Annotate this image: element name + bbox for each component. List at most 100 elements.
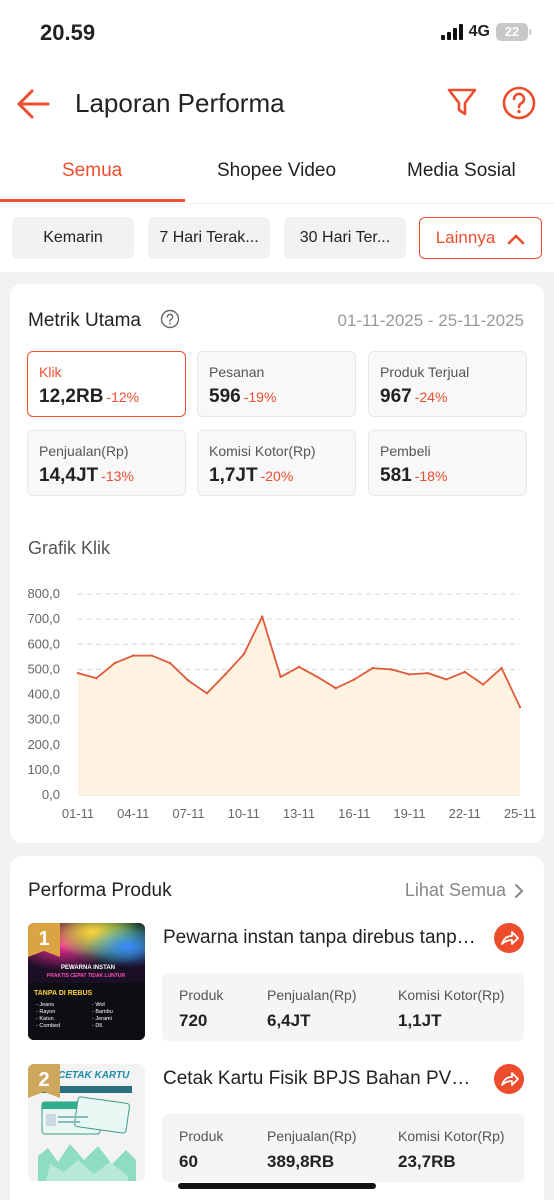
- filter-lainnya-label: Lainnya: [435, 228, 496, 247]
- y-tick-label: 700,0: [27, 611, 60, 626]
- home-indicator: [178, 1183, 376, 1189]
- metric-label: Klik: [39, 364, 62, 380]
- share-button[interactable]: [494, 1064, 524, 1094]
- thumb-col1: - Jeans - Rayon - Katun - Combed: [36, 1002, 60, 1029]
- chart-title: Grafik Klik: [28, 538, 111, 558]
- thumb-line3: TANPA DI REBUS: [34, 990, 93, 997]
- metric-komisi-kotor[interactable]: Komisi Kotor(Rp) 1,7JT -20%: [197, 430, 356, 496]
- product-item[interactable]: PEWARNA INSTAN PRAKTIS CEPAT TIDAK LUNTU…: [28, 923, 528, 1043]
- metric-number: 581: [380, 465, 412, 486]
- chevron-up-icon: [507, 234, 525, 244]
- share-icon: [501, 1072, 519, 1086]
- app-header: Laporan Performa: [0, 66, 554, 142]
- chart-point: [76, 671, 80, 675]
- metric-value: 14,4JT -13%: [39, 465, 134, 487]
- chart-point: [408, 673, 411, 676]
- chart-point: [150, 654, 153, 657]
- chart-point: [426, 671, 430, 675]
- product-name[interactable]: Pewarna instan tanpa direbus tanpa luntu…: [163, 927, 483, 948]
- product-performance-card: Performa Produk Lihat Semua PEWARNA INST…: [10, 856, 544, 1200]
- see-all-label: Lihat Semua: [404, 880, 506, 900]
- chart-point: [445, 678, 448, 681]
- metric-penjualan[interactable]: Penjualan(Rp) 14,4JT -13%: [27, 430, 186, 496]
- chart-point: [463, 670, 466, 674]
- metric-pembeli[interactable]: Pembeli 581 -18%: [368, 430, 527, 496]
- metric-produk-terjual[interactable]: Produk Terjual 967 -24%: [368, 351, 527, 417]
- chart-point: [353, 678, 356, 681]
- stat-penjualan: Penjualan(Rp) 6,4JT: [267, 987, 357, 1031]
- x-tick-label: 16-11: [338, 806, 370, 821]
- status-bar: 20.59 4G 22: [0, 0, 554, 66]
- stat-value: 720: [179, 1011, 208, 1030]
- filter-30-hari[interactable]: 30 Hari Ter...: [284, 217, 406, 259]
- thumb-line2: PRAKTIS CEPAT TIDAK LUNTUR: [47, 973, 126, 979]
- metric-label: Pembeli: [380, 443, 431, 459]
- stat-label: Produk: [179, 1128, 224, 1144]
- x-tick-label: 13-11: [283, 806, 315, 821]
- chart-point: [481, 683, 485, 686]
- help-button[interactable]: [500, 84, 538, 122]
- product-name[interactable]: Cetak Kartu Fisik BPJS Bahan PVC ID Card: [163, 1068, 483, 1089]
- status-icons: 4G 22: [440, 23, 531, 41]
- tab-shopee-video[interactable]: Shopee Video: [217, 160, 337, 181]
- metric-value: 596 -19%: [209, 386, 276, 408]
- stat-produk: Produk 60: [179, 1128, 223, 1172]
- metric-number: 1,7JT: [209, 465, 258, 486]
- battery-icon: 22: [496, 23, 531, 41]
- x-tick-label: 25-11: [504, 806, 536, 821]
- stat-komisi: Komisi Kotor(Rp) 23,7RB: [398, 1128, 505, 1172]
- network-type: 4G: [468, 23, 490, 40]
- x-tick-label: 07-11: [172, 806, 204, 821]
- back-arrow-icon: [17, 89, 50, 119]
- chart-point: [132, 654, 135, 657]
- chart-point: [389, 668, 393, 671]
- chart-point: [371, 666, 374, 670]
- filter-7-hari[interactable]: 7 Hari Terak...: [148, 217, 270, 259]
- page-title: Laporan Performa: [75, 88, 285, 118]
- chart-point: [95, 676, 98, 680]
- product-item[interactable]: CETAK KARTU 2 Cetak Kartu Fisik BPJS Bah…: [28, 1064, 528, 1184]
- metric-value: 581 -18%: [380, 465, 447, 487]
- back-button[interactable]: [14, 84, 54, 124]
- metric-number: 967: [380, 386, 412, 407]
- filter-icon: [447, 88, 477, 116]
- metric-klik[interactable]: Klik 12,2RB -12%: [27, 351, 186, 417]
- metric-label: Penjualan(Rp): [39, 443, 129, 459]
- filter-button[interactable]: [444, 84, 480, 120]
- y-tick-label: 300,0: [27, 712, 60, 727]
- product-thumbnail: CETAK KARTU 2: [28, 1064, 145, 1181]
- tab-semua[interactable]: Semua: [62, 160, 123, 181]
- x-tick-label: 19-11: [393, 806, 425, 821]
- stat-label: Komisi Kotor(Rp): [398, 1128, 505, 1144]
- metric-change: -13%: [101, 468, 134, 484]
- rank-number: 2: [38, 1069, 50, 1091]
- filter-lainnya[interactable]: Lainnya: [419, 217, 542, 259]
- question-icon: [502, 86, 536, 120]
- metric-change: -19%: [243, 389, 277, 405]
- metric-pesanan[interactable]: Pesanan 596 -19%: [197, 351, 356, 417]
- chart-point: [113, 661, 117, 665]
- chart-point: [500, 666, 503, 670]
- info-question-icon[interactable]: [160, 309, 180, 329]
- stat-value: 60: [179, 1152, 198, 1171]
- chart-point: [168, 661, 172, 665]
- metric-change: -18%: [414, 468, 448, 484]
- metric-value: 967 -24%: [380, 386, 447, 408]
- thumb-line1: PEWARNA INSTAN: [61, 965, 115, 971]
- chart-point: [316, 675, 319, 679]
- share-button[interactable]: [494, 923, 524, 953]
- metric-number: 14,4JT: [39, 465, 99, 486]
- metric-value: 12,2RB -12%: [39, 386, 139, 408]
- stat-penjualan: Penjualan(Rp) 389,8RB: [267, 1128, 357, 1172]
- y-tick-label: 500,0: [27, 661, 60, 676]
- metric-change: -20%: [260, 468, 294, 484]
- y-tick-label: 100,0: [27, 762, 60, 777]
- filter-kemarin[interactable]: Kemarin: [12, 217, 134, 259]
- tab-media-sosial[interactable]: Media Sosial: [407, 160, 516, 181]
- see-all-link[interactable]: Lihat Semua: [405, 880, 524, 901]
- chart-point: [297, 665, 301, 669]
- date-range: 01-11-2025 - 25-11-2025: [337, 311, 524, 330]
- chart-point: [205, 692, 209, 695]
- metric-number: 12,2RB: [39, 386, 104, 407]
- thumb-col2: - Wol - Bambu - Jerami - Dll.: [92, 1002, 113, 1029]
